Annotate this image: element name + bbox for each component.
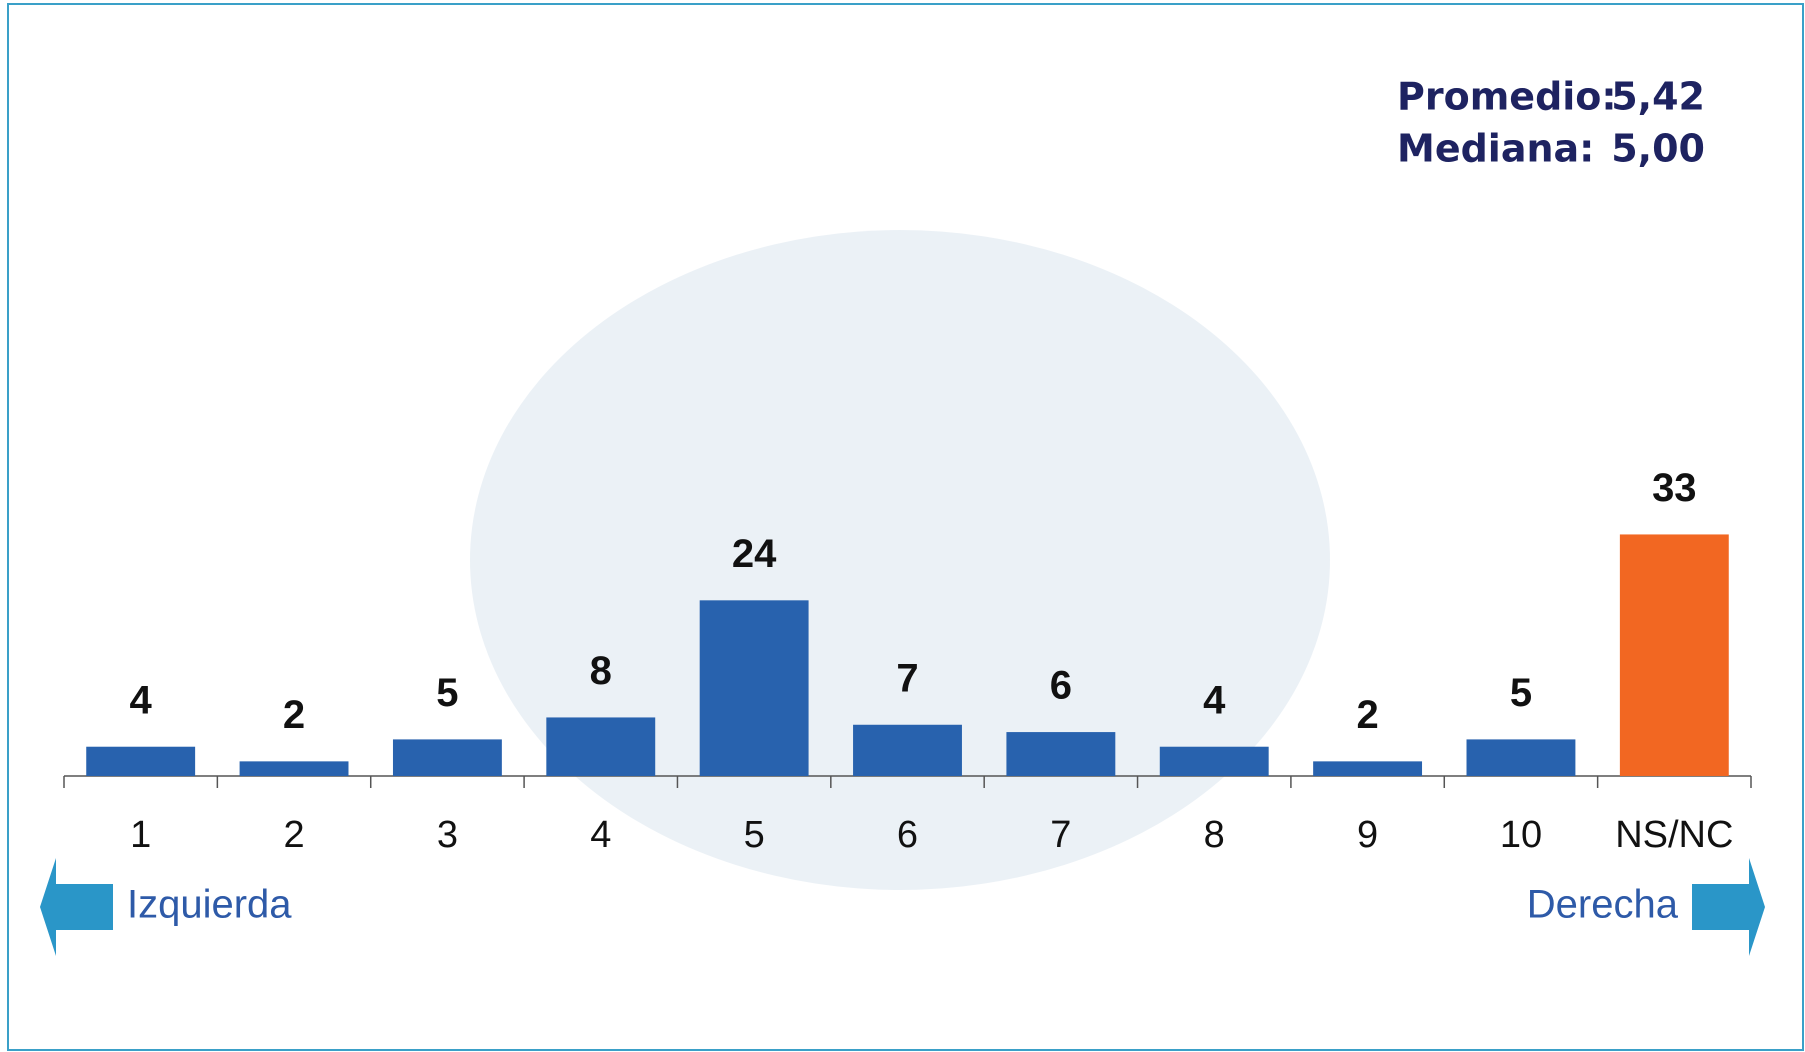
value-label: 4 xyxy=(130,678,153,722)
value-label: 5 xyxy=(436,671,458,715)
stat-label: Mediana: xyxy=(1397,127,1594,171)
bar xyxy=(86,746,196,776)
frame xyxy=(7,3,1804,1051)
stat-value: 5,42 xyxy=(1611,75,1705,119)
bar xyxy=(699,600,809,776)
bar xyxy=(1466,739,1576,776)
x-tick-label: 1 xyxy=(130,814,151,856)
bar xyxy=(1619,534,1729,776)
x-tick-label: 4 xyxy=(590,814,611,856)
right-label: Derecha xyxy=(1527,883,1679,927)
value-label: 24 xyxy=(732,532,777,576)
bar xyxy=(1006,732,1116,776)
bar xyxy=(546,717,656,776)
stat-label: Promedio: xyxy=(1397,75,1617,119)
background-hands xyxy=(470,230,1330,890)
value-label: 5 xyxy=(1510,671,1532,715)
value-label: 33 xyxy=(1652,466,1697,510)
left-label: Izquierda xyxy=(127,883,292,927)
bar xyxy=(1313,761,1423,776)
x-tick-label: 8 xyxy=(1204,814,1225,856)
bar xyxy=(853,724,962,776)
right-arrow xyxy=(1692,858,1765,956)
value-label: 7 xyxy=(896,656,918,700)
x-tick-label: 3 xyxy=(437,814,458,856)
x-tick-label: 5 xyxy=(744,814,765,856)
x-tick-label: 9 xyxy=(1357,814,1378,856)
x-tick-label: NS/NC xyxy=(1615,814,1733,856)
bar xyxy=(239,761,349,776)
left-arrow xyxy=(40,858,113,956)
value-label: 6 xyxy=(1050,664,1072,708)
bar xyxy=(392,739,502,776)
value-label: 4 xyxy=(1203,678,1226,722)
x-tick-label: 7 xyxy=(1050,814,1071,856)
bar xyxy=(1159,746,1269,776)
stat-value: 5,00 xyxy=(1611,127,1705,171)
x-tick-label: 2 xyxy=(283,814,304,856)
x-tick-label: 6 xyxy=(897,814,918,856)
value-label: 2 xyxy=(1356,693,1378,737)
value-label: 2 xyxy=(283,693,305,737)
value-label: 8 xyxy=(590,649,612,693)
x-tick-label: 10 xyxy=(1500,814,1542,856)
